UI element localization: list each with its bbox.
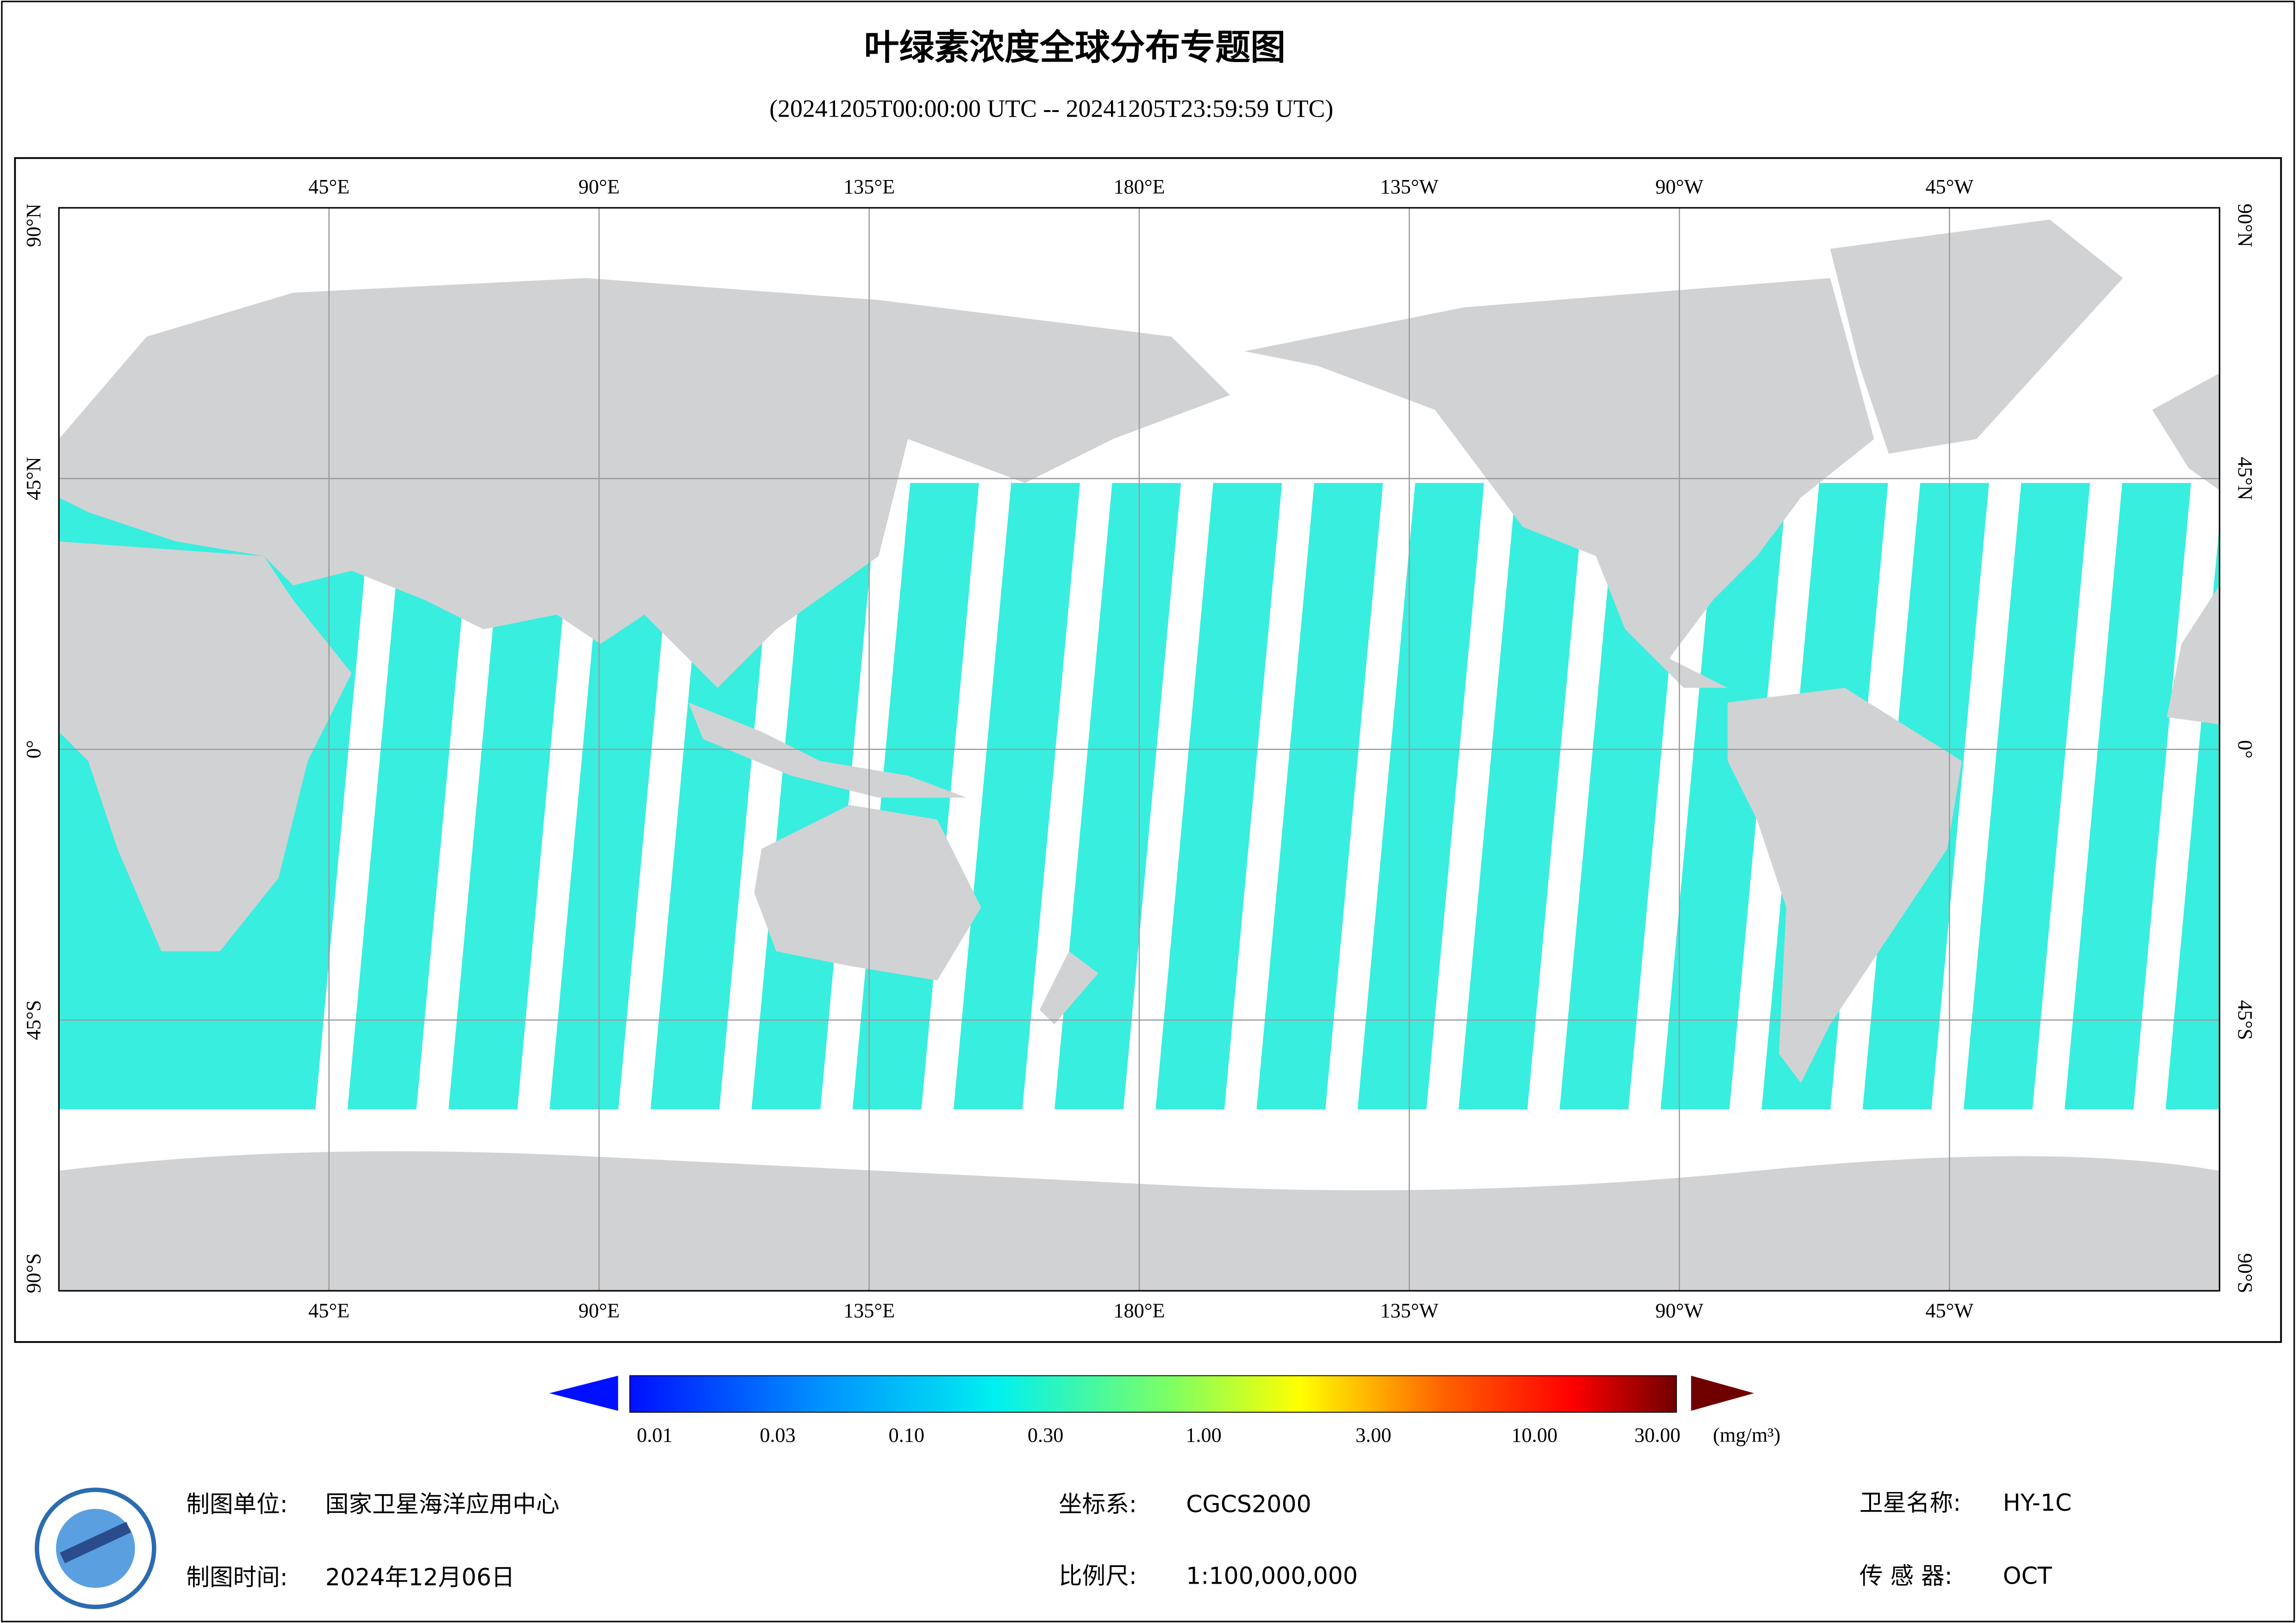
lat-label-right: 90°N: [2234, 204, 2256, 247]
lat-label-left: 0°: [22, 740, 45, 759]
map-frame: [14, 157, 2282, 1343]
australia: [754, 805, 981, 981]
swath-gap: [1123, 475, 1214, 1113]
lon-label-bottom: 180°E: [1113, 1300, 1165, 1322]
graticule: [59, 208, 2220, 1291]
colorbar-ticks: 0.01 0.03 0.10 0.30 1.00 3.00 10.00 30.00: [637, 1424, 1681, 1447]
colorbar-high-arrow: [1691, 1375, 1754, 1411]
map-body: [59, 208, 2220, 1291]
arctic-east: [2152, 373, 2220, 491]
lon-label-top: 45°E: [308, 175, 349, 198]
logo: [35, 1487, 156, 1609]
swath-gap: [1628, 475, 1719, 1113]
colorbar-tick-label: 30.00: [1635, 1424, 1681, 1447]
lat-label-right: 90°S: [2234, 1253, 2256, 1293]
colorbar-tick-label: 10.00: [1511, 1424, 1558, 1447]
swath-gap: [1325, 475, 1416, 1113]
scale-label: 比例尺:: [1059, 1562, 1137, 1589]
swath-gap: [315, 475, 406, 1113]
greenland: [1830, 219, 2123, 454]
sensor-value: OCT: [2003, 1562, 2053, 1589]
lon-label-top: 45°W: [1925, 175, 1973, 198]
swath-gap: [416, 475, 507, 1113]
new-zealand: [1039, 951, 1098, 1025]
title: 叶绿素浓度全球分布专题图: [864, 27, 1286, 68]
crs-label: 坐标系:: [1059, 1491, 1137, 1518]
map-border: [58, 207, 2221, 1292]
swath-gap: [1527, 475, 1618, 1113]
lat-label-left: 45°S: [22, 1000, 45, 1040]
lat-label-right: 45°N: [2234, 457, 2256, 500]
unit-value: 国家卫星海洋应用中心: [325, 1491, 560, 1518]
swath-gap: [1931, 475, 2022, 1113]
swath-gap: [719, 475, 810, 1113]
colorbar-tick-label: 0.03: [760, 1424, 795, 1447]
lon-label-bottom: 90°W: [1655, 1300, 1703, 1322]
north-america: [1244, 278, 1874, 688]
satellite-label: 卫星名称:: [1859, 1489, 1961, 1516]
africa: [59, 541, 352, 951]
lon-label-bottom: 135°E: [843, 1300, 895, 1322]
sensor-label: 传 感 器:: [1859, 1562, 1953, 1589]
colorbar-ramp: [629, 1375, 1677, 1413]
colorbar-unit: (mg/m³): [1713, 1424, 1780, 1447]
swath-gap: [1426, 475, 1517, 1113]
colorbar-tick-label: 3.00: [1355, 1424, 1391, 1447]
satellite-value: HY-1C: [2003, 1489, 2072, 1516]
colorbar-tick-label: 0.01: [637, 1424, 673, 1447]
map-labels: 45°E 45°E 90°E 90°E 135°E 135°E 180°E 180°E 135°…: [22, 175, 2256, 1322]
lon-label-top: 90°E: [579, 175, 620, 198]
lon-label-bottom: 45°W: [1925, 1300, 1973, 1322]
africa-west: [2166, 585, 2220, 725]
colorbar-tick-label: 1.00: [1185, 1424, 1221, 1447]
lat-label-left: 45°N: [22, 457, 45, 500]
swath-gap: [517, 475, 608, 1113]
lat-label-left: 90°S: [22, 1253, 45, 1293]
lon-label-top: 90°W: [1655, 175, 1703, 198]
maritime-islands: [688, 702, 967, 798]
lon-label-bottom: 90°E: [579, 1300, 620, 1322]
crs-value: CGCS2000: [1186, 1491, 1311, 1518]
scale-value: 1:100,000,000: [1186, 1562, 1358, 1589]
colorbar-tick-label: 0.30: [1028, 1424, 1063, 1447]
colorbar-low-arrow: [549, 1375, 618, 1411]
lat-label-left: 90°N: [22, 204, 45, 247]
time-value: 2024年12月06日: [325, 1564, 515, 1591]
lon-label-top: 180°E: [1113, 175, 1165, 198]
subtitle: (20241205T00:00:00 UTC -- 20241205T23:59…: [769, 95, 1333, 123]
south-america: [1728, 688, 1962, 1083]
time-label: 制图时间:: [186, 1564, 287, 1591]
lon-label-bottom: 45°E: [308, 1300, 349, 1322]
lon-label-top: 135°E: [843, 175, 895, 198]
swath-gap: [2032, 475, 2123, 1113]
swath-gap: [1022, 475, 1113, 1113]
lat-label-right: 45°S: [2234, 1000, 2256, 1040]
lon-label-bottom: 135°W: [1380, 1300, 1439, 1322]
colorbar-tick-label: 0.10: [888, 1424, 924, 1447]
swath-gap: [1224, 475, 1315, 1113]
unit-label: 制图单位:: [186, 1491, 287, 1518]
eurasia: [59, 278, 1230, 688]
footer: 制图单位: 国家卫星海洋应用中心 制图时间: 2024年12月06日 坐标系: …: [35, 1487, 2072, 1609]
lon-label-top: 135°W: [1380, 175, 1439, 198]
colorbar: 0.01 0.03 0.10 0.30 1.00 3.00 10.00 30.00 (mg/m…: [549, 1375, 1780, 1447]
lat-label-right: 0°: [2234, 740, 2256, 759]
